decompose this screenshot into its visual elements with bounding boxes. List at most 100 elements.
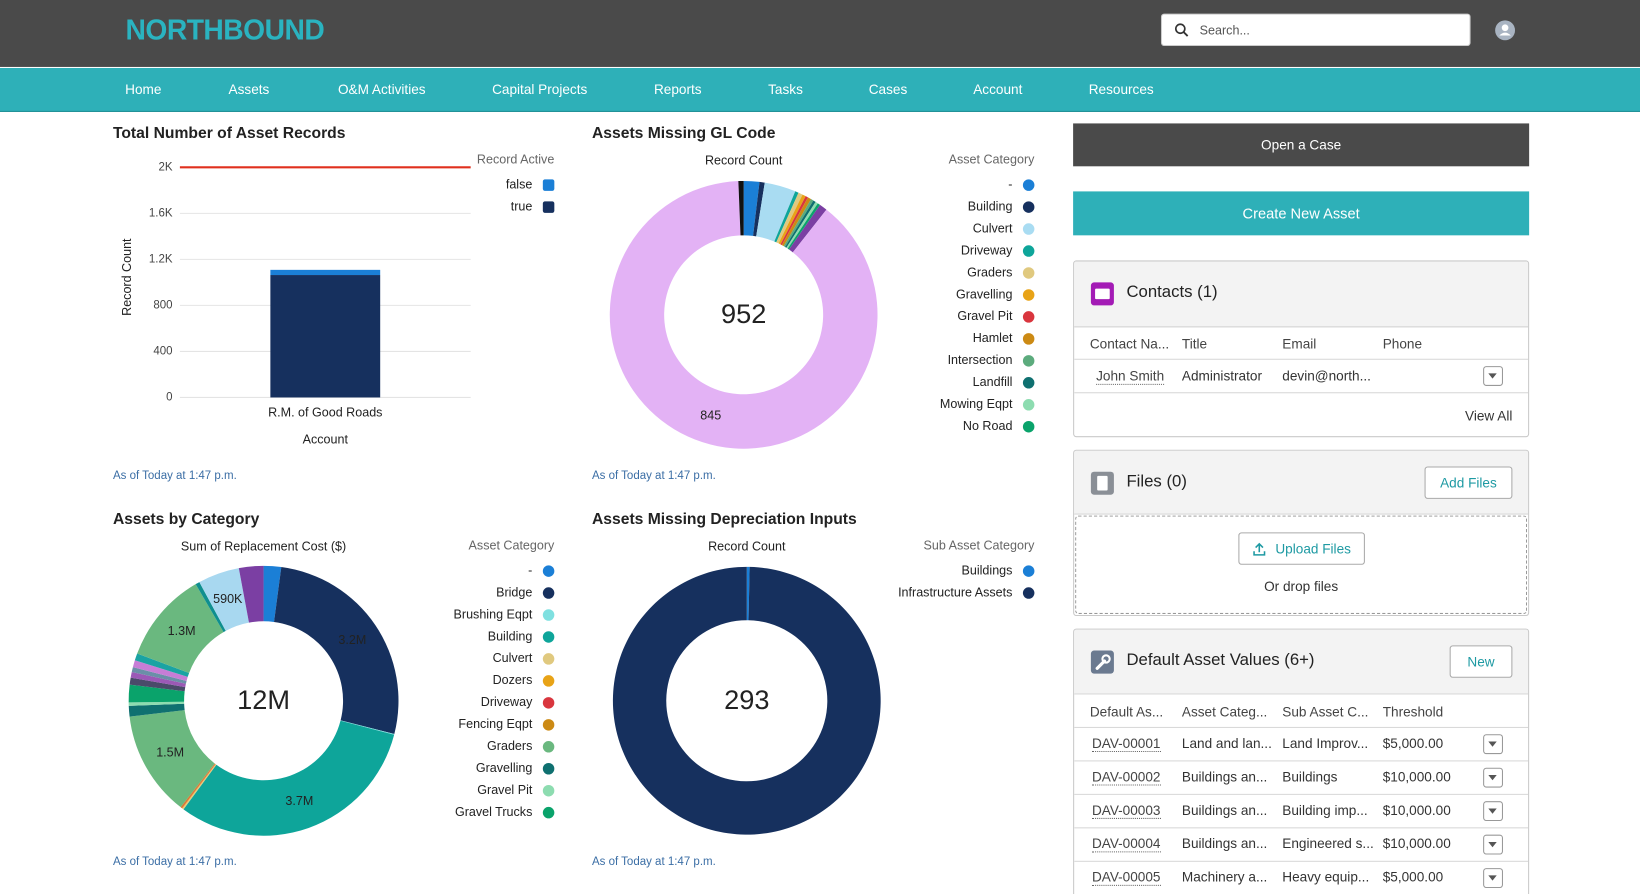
search-placeholder: Search... [1199, 23, 1250, 38]
nav-item[interactable]: Capital Projects [492, 81, 588, 98]
nav-item[interactable]: Account [973, 81, 1023, 98]
legend-swatch [542, 631, 555, 643]
nav-bar: Home Assets O&M Activities Capital Projects… [0, 67, 1640, 112]
default-values-card: Default Asset Values (6+) New Default As… [1073, 628, 1530, 894]
logo[interactable]: NORTHBOUND [125, 14, 325, 47]
card-header: Default Asset Values (6+) New [1074, 629, 1529, 695]
legend-swatch [542, 653, 555, 665]
legend-label: Intersection [948, 353, 1013, 367]
legend-label: Mowing Eqpt [940, 397, 1013, 411]
legend-label: Bridge [496, 585, 532, 599]
row-menu[interactable] [1483, 767, 1503, 788]
legend-label: Building [968, 199, 1013, 213]
card-header: Contacts (1) [1074, 261, 1529, 328]
cell[interactable]: DAV-00002 [1091, 768, 1161, 786]
bar-segment [270, 275, 381, 398]
legend-title: Record Active [477, 152, 554, 166]
drop-text: Or drop files [1264, 578, 1339, 595]
row-menu[interactable] [1483, 868, 1503, 888]
legend-label: Dozers [493, 673, 533, 687]
avatar[interactable] [1495, 20, 1516, 41]
nav-item[interactable]: Reports [653, 81, 702, 98]
legend-label: Fencing Eqpt [458, 717, 532, 731]
row-line [1074, 358, 1529, 360]
card-title: Default Asset Values (6+) [1126, 651, 1315, 670]
files-card: Files (0) Add Files Upload Files Or drop… [1073, 449, 1530, 617]
donut-slice [130, 671, 186, 688]
upload-button[interactable]: Upload Files [1238, 532, 1365, 565]
create-asset-button[interactable]: Create New Asset [1073, 191, 1530, 236]
nav-item[interactable]: Tasks [768, 81, 803, 98]
cell: Buildings an... [1181, 768, 1268, 785]
column-header: Asset Categ... [1181, 703, 1268, 720]
donut-slice [612, 566, 881, 835]
cell[interactable]: DAV-00001 [1091, 735, 1161, 753]
legend-swatch [1022, 333, 1035, 345]
view-all-link[interactable]: View All [1465, 407, 1513, 424]
add-files-button[interactable]: Add Files [1424, 466, 1513, 499]
donut-slice [129, 710, 215, 808]
chart-subtitle: Record Count [705, 153, 783, 167]
cell: Machinery a... [1181, 869, 1268, 885]
legend-label: Graders [967, 265, 1012, 279]
donut-slice [183, 720, 395, 836]
nav-item[interactable]: Resources [1088, 81, 1154, 98]
legend-label: Building [488, 629, 533, 643]
nav-item[interactable]: O&M Activities [337, 81, 426, 98]
legend-label: Gravel Pit [477, 783, 533, 797]
donut-slice [753, 181, 765, 237]
donut-slice [743, 180, 760, 236]
open-case-button[interactable]: Open a Case [1073, 123, 1530, 167]
legend-swatch [542, 784, 555, 797]
cell: $10,000.00 [1382, 768, 1451, 785]
bar-segment [270, 269, 381, 276]
legend-label: - [528, 563, 532, 577]
cell[interactable]: John Smith [1096, 368, 1165, 385]
cell[interactable]: DAV-00005 [1091, 869, 1161, 886]
y-tick-label: 1.6K [149, 207, 173, 219]
charts: Total Number of Asset Records Record Acti… [113, 125, 1035, 868]
contacts-card: Contacts (1) View All Contact Na... Title… [1073, 260, 1530, 438]
slice-label: 3.2M [338, 633, 366, 647]
row-menu[interactable] [1483, 366, 1503, 386]
donut-slice [274, 567, 399, 735]
legend-label: Landfill [973, 375, 1013, 389]
legend-title: Asset Category [469, 538, 556, 552]
legend-swatch [1022, 267, 1035, 279]
cell: devin@north... [1282, 368, 1371, 384]
cell: Buildings [1282, 768, 1338, 785]
donut-total: 12M [237, 684, 290, 715]
slice-label: 1.5M [156, 746, 184, 760]
card-title: Contacts (1) [1126, 283, 1218, 302]
row-line [1074, 392, 1529, 394]
cell: Buildings an... [1181, 802, 1268, 818]
nav-item[interactable]: Cases [868, 81, 908, 98]
donut-slice [789, 204, 827, 253]
legend-label: Driveway [481, 695, 533, 709]
chart-footer: As of Today at 1:47 p.m. [113, 856, 237, 868]
legend-label: - [1008, 177, 1012, 191]
cell[interactable]: DAV-00003 [1091, 802, 1161, 819]
nav-item[interactable]: Home [125, 81, 162, 98]
legend-swatch [542, 565, 555, 577]
slice-label: 590K [213, 592, 243, 606]
legend-swatch [1022, 420, 1035, 433]
search-box[interactable]: Search... [1160, 13, 1471, 47]
cell[interactable]: DAV-00004 [1091, 835, 1161, 853]
legend-swatch [542, 179, 555, 191]
donut-total: 952 [721, 298, 766, 329]
nav-item[interactable]: Assets [228, 81, 270, 98]
row-menu[interactable] [1483, 834, 1503, 855]
legend-swatch [542, 201, 555, 213]
y-tick-label: 1.2K [149, 253, 173, 265]
drop-zone[interactable]: Upload Files Or drop files [1075, 515, 1528, 614]
legend-swatch [1022, 223, 1035, 235]
chart-footer: As of Today at 1:47 p.m. [113, 470, 237, 482]
new-button[interactable]: New [1449, 645, 1513, 678]
legend-label: true [511, 199, 533, 213]
row-menu[interactable] [1483, 734, 1503, 755]
donut-slice [181, 763, 216, 809]
donut-slice [180, 763, 216, 808]
row-menu[interactable] [1483, 801, 1503, 822]
donut-slice [778, 194, 806, 245]
